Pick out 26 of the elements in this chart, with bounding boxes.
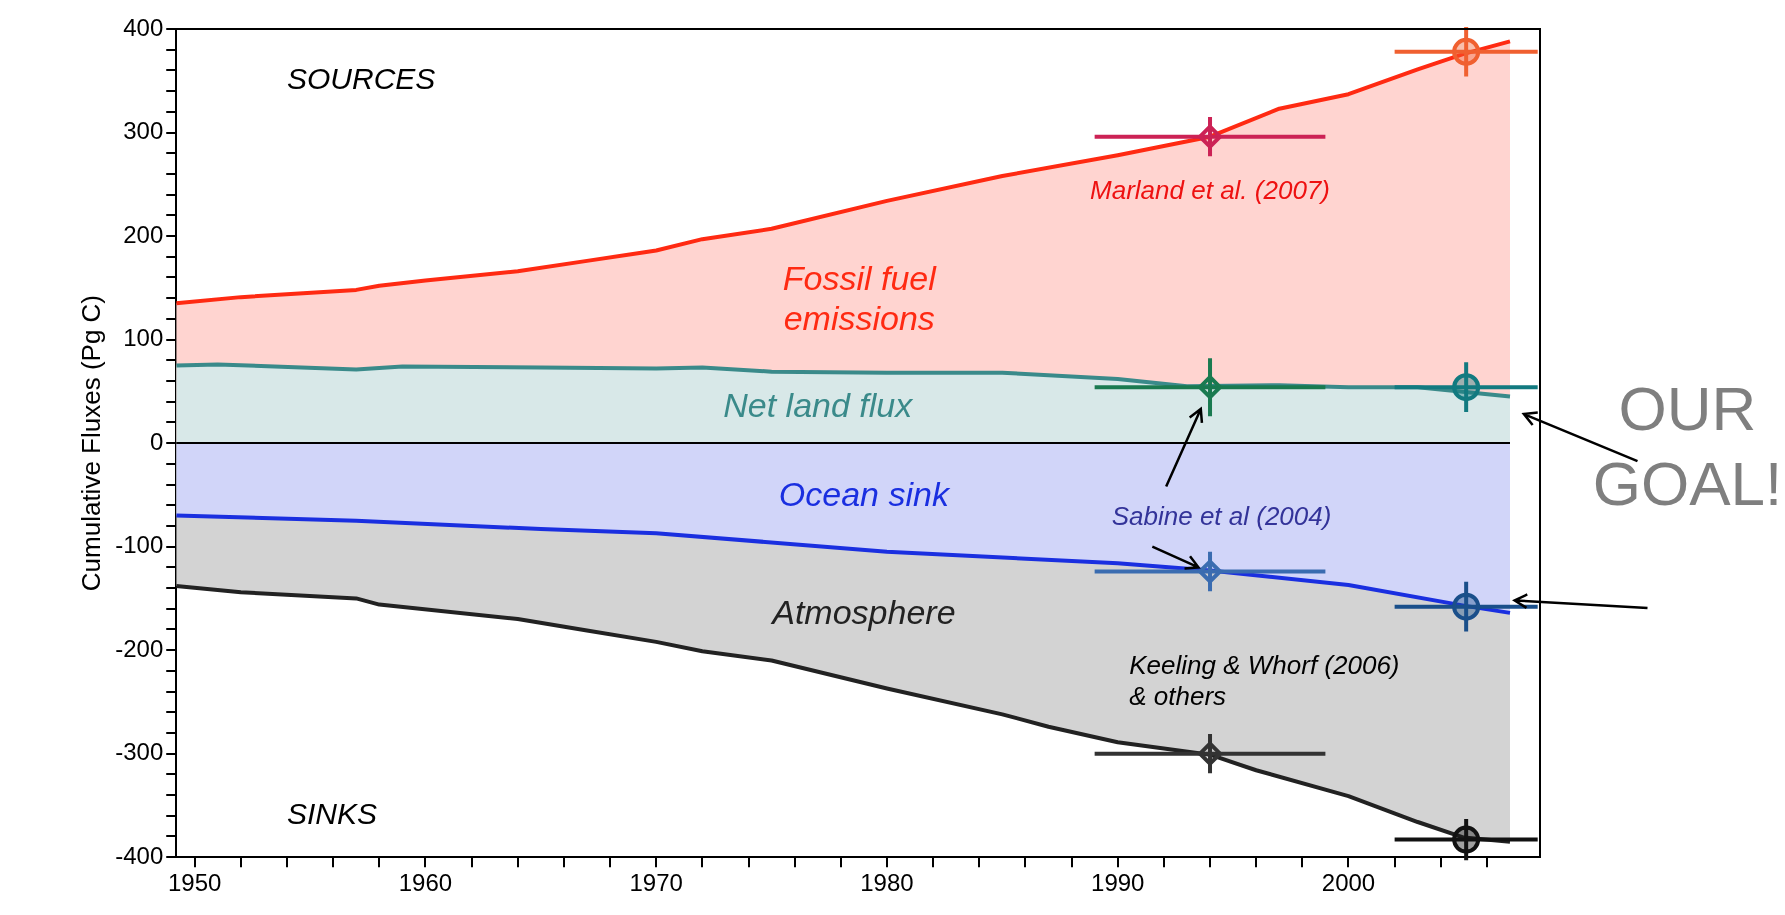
- series-label: Fossil fuel emissions: [782, 258, 938, 338]
- annotation: Marland et al. (2007): [1090, 174, 1330, 205]
- x-tick-label: 1990: [1091, 869, 1145, 897]
- annotation: Keeling & Whorf (2006) & others: [1129, 649, 1400, 712]
- series-label: Ocean sink: [778, 475, 951, 514]
- y-tick-label: -300: [115, 738, 164, 766]
- annotation: SOURCES: [287, 62, 436, 96]
- y-tick-label: -100: [115, 531, 164, 559]
- series-label: Atmosphere: [770, 593, 956, 632]
- y-tick-label: -200: [115, 634, 164, 662]
- y-tick-label: 400: [123, 13, 164, 41]
- y-tick-label: 0: [149, 427, 164, 455]
- y-tick-label: -400: [115, 841, 164, 869]
- annotation: Sabine et al (2004): [1111, 500, 1332, 531]
- x-tick-label: 1970: [629, 869, 683, 897]
- x-tick-label: 1950: [168, 869, 222, 897]
- series-label: Net land flux: [723, 386, 914, 425]
- y-tick-label: 100: [123, 324, 164, 352]
- x-tick-label: 1980: [860, 869, 914, 897]
- y-tick-label: 300: [123, 117, 164, 145]
- y-axis-title: Cumulative Fluxes (Pg C): [75, 295, 106, 592]
- y-tick-label: 200: [123, 220, 164, 248]
- annotation: SINKS: [287, 797, 378, 831]
- text: OUR GOAL!: [1592, 374, 1783, 518]
- x-tick-label: 1960: [398, 869, 453, 897]
- x-tick-label: 2000: [1321, 869, 1376, 897]
